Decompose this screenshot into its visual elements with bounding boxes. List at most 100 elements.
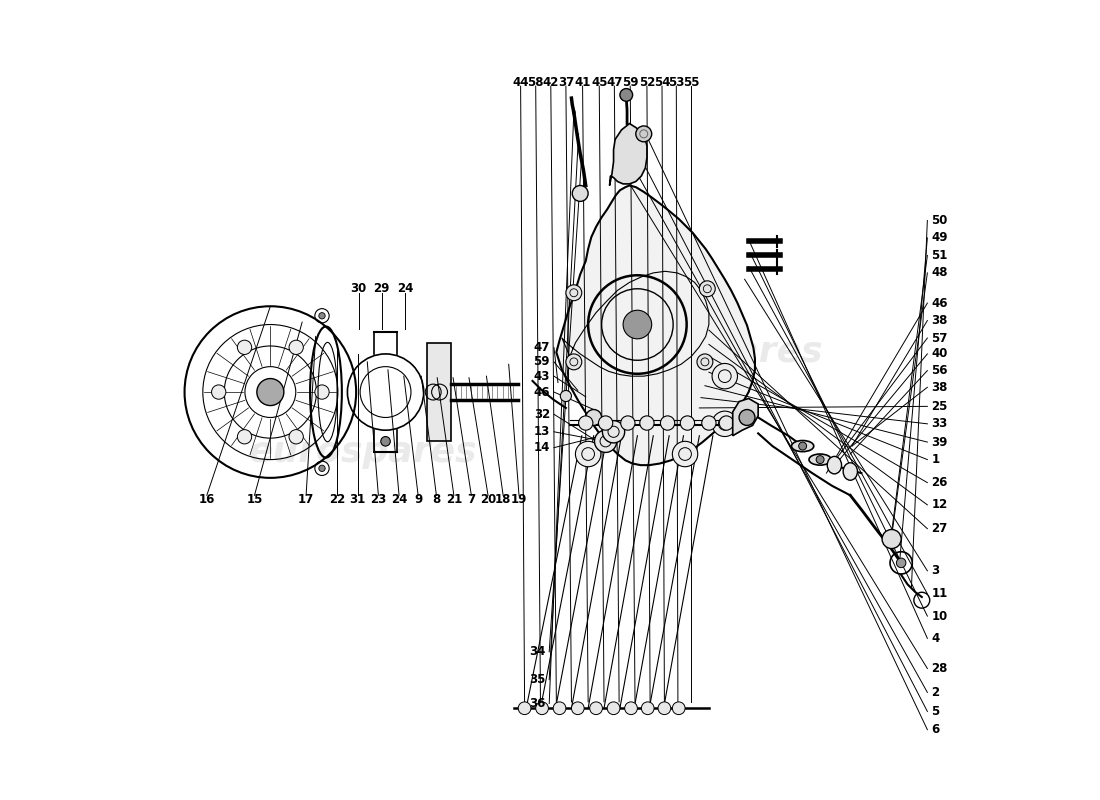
Text: 59: 59	[621, 76, 638, 89]
Text: 5: 5	[932, 705, 939, 718]
Ellipse shape	[792, 441, 814, 452]
Circle shape	[719, 416, 734, 430]
Circle shape	[607, 702, 620, 714]
Circle shape	[623, 310, 651, 339]
Text: 47: 47	[606, 76, 623, 89]
Text: 55: 55	[683, 76, 700, 89]
Text: 17: 17	[298, 493, 315, 506]
Circle shape	[560, 390, 572, 402]
Text: 6: 6	[932, 723, 939, 736]
Text: 10: 10	[932, 610, 947, 622]
Circle shape	[672, 702, 685, 714]
Circle shape	[640, 416, 654, 430]
Circle shape	[211, 385, 226, 399]
Text: 4: 4	[932, 632, 939, 645]
Circle shape	[658, 702, 671, 714]
Circle shape	[700, 281, 715, 297]
Text: 7: 7	[468, 493, 475, 506]
Polygon shape	[733, 398, 758, 436]
Circle shape	[565, 354, 582, 370]
Circle shape	[641, 702, 654, 714]
Text: 26: 26	[932, 476, 948, 489]
Text: 15: 15	[246, 493, 263, 506]
Text: 20: 20	[480, 493, 496, 506]
Circle shape	[590, 702, 603, 714]
Circle shape	[660, 416, 674, 430]
Text: 39: 39	[932, 436, 948, 449]
Circle shape	[697, 354, 713, 370]
Circle shape	[739, 410, 755, 426]
Text: 57: 57	[932, 331, 948, 345]
Circle shape	[625, 702, 637, 714]
Text: 41: 41	[574, 76, 591, 89]
Circle shape	[319, 465, 326, 471]
Text: 49: 49	[932, 231, 948, 245]
Circle shape	[636, 126, 651, 142]
Circle shape	[575, 442, 601, 466]
Text: 35: 35	[529, 673, 546, 686]
Text: eurospares: eurospares	[249, 434, 477, 469]
Circle shape	[553, 702, 565, 714]
Circle shape	[238, 430, 252, 444]
Text: 2: 2	[932, 686, 939, 699]
Circle shape	[518, 702, 531, 714]
Text: 14: 14	[534, 441, 550, 454]
Circle shape	[572, 702, 584, 714]
Text: 23: 23	[371, 493, 386, 506]
Text: 54: 54	[653, 76, 670, 89]
Circle shape	[896, 558, 906, 568]
Text: 11: 11	[932, 587, 947, 600]
Text: 25: 25	[932, 400, 948, 413]
Text: eurospares: eurospares	[595, 335, 823, 370]
Text: 37: 37	[558, 76, 574, 89]
Circle shape	[672, 442, 697, 466]
Text: 30: 30	[351, 282, 366, 295]
Text: 40: 40	[932, 347, 948, 361]
Text: 42: 42	[542, 76, 559, 89]
Text: 18: 18	[495, 493, 512, 506]
Text: 50: 50	[932, 214, 948, 227]
Circle shape	[882, 530, 901, 549]
Text: 16: 16	[199, 493, 214, 506]
Text: 24: 24	[397, 282, 414, 295]
Ellipse shape	[808, 454, 832, 465]
Text: 8: 8	[432, 493, 440, 506]
Text: 34: 34	[529, 646, 546, 658]
Text: 9: 9	[414, 493, 422, 506]
Circle shape	[579, 416, 593, 430]
Circle shape	[586, 410, 602, 426]
Circle shape	[620, 416, 635, 430]
Text: 27: 27	[932, 522, 947, 535]
Circle shape	[315, 385, 329, 399]
Text: 43: 43	[534, 370, 550, 382]
Text: 38: 38	[932, 381, 948, 394]
Circle shape	[603, 421, 625, 443]
Text: 31: 31	[350, 493, 366, 506]
Circle shape	[319, 313, 326, 319]
Polygon shape	[557, 186, 755, 465]
Text: 47: 47	[534, 341, 550, 354]
Circle shape	[712, 411, 737, 437]
Circle shape	[381, 437, 390, 446]
Text: 3: 3	[932, 564, 939, 578]
Text: 12: 12	[932, 498, 947, 511]
Circle shape	[799, 442, 806, 450]
Text: 29: 29	[373, 282, 389, 295]
Circle shape	[594, 430, 617, 453]
Text: 22: 22	[329, 493, 345, 506]
Text: 46: 46	[534, 386, 550, 398]
Circle shape	[289, 340, 304, 354]
Text: 28: 28	[932, 662, 948, 675]
Text: 52: 52	[639, 76, 656, 89]
Text: 32: 32	[534, 408, 550, 421]
Text: 24: 24	[390, 493, 407, 506]
Circle shape	[289, 430, 304, 444]
Circle shape	[816, 456, 824, 463]
Circle shape	[257, 378, 284, 406]
Circle shape	[712, 363, 737, 389]
Circle shape	[702, 416, 716, 430]
Text: 48: 48	[932, 266, 948, 279]
Text: 19: 19	[510, 493, 527, 506]
Circle shape	[620, 89, 632, 102]
Text: 44: 44	[513, 76, 529, 89]
